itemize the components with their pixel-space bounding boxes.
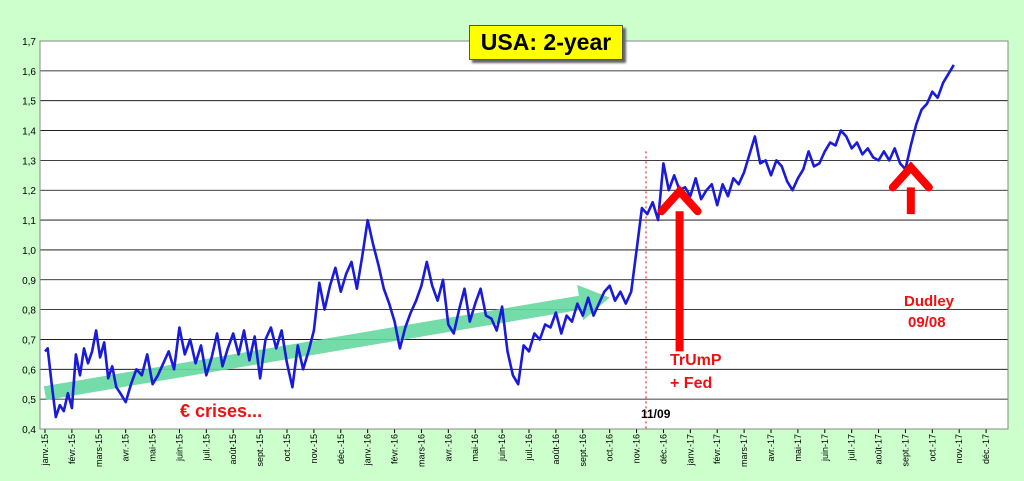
x-tick-label: sept.-17 (900, 434, 910, 467)
x-tick-label: nov.-15 (309, 434, 319, 463)
x-tick-label: juin-16 (497, 434, 507, 462)
x-tick-label: mars-15 (94, 434, 104, 467)
x-tick-label: mars-17 (739, 434, 749, 467)
annotation-election-date: 11/09 (641, 407, 671, 421)
y-tick-label: 1,0 (22, 246, 36, 257)
x-tick-label: juil.-15 (201, 434, 211, 462)
y-axis-ticks: 0,4 0,5 0,6 0,7 0,8 0,9 1,0 1,1 1,2 1,3 1,4 1,5 1,6 1… (22, 37, 36, 436)
x-tick-label: mars-16 (416, 434, 426, 467)
y-tick-label: 0,5 (22, 395, 36, 406)
x-tick-label: févr.-16 (390, 434, 400, 464)
x-tick-label: déc.-15 (336, 434, 346, 464)
x-tick-label: nov.-16 (632, 434, 642, 463)
x-tick-label: oct.-16 (605, 434, 615, 462)
annotation-fed: + Fed (670, 375, 712, 392)
x-tick-label: sept.-15 (255, 434, 265, 467)
y-tick-label: 0,4 (22, 425, 36, 436)
y-tick-label: 1,4 (22, 127, 36, 138)
annotation-dudley: Dudley (904, 293, 955, 310)
x-tick-label: déc.-17 (981, 434, 991, 464)
y-tick-label: 0,6 (22, 365, 36, 376)
y-tick-label: 1,3 (22, 156, 36, 167)
chart-title: USA: 2-year (469, 25, 623, 60)
x-tick-label: févr.-17 (712, 434, 722, 464)
red-arrows (657, 161, 933, 352)
x-tick-label: juin-15 (174, 434, 184, 462)
x-tick-label: nov.-17 (954, 434, 964, 463)
x-tick-label: avr.-17 (766, 434, 776, 462)
x-tick-label: déc.-16 (658, 434, 668, 464)
x-tick-label: oct.-15 (282, 434, 292, 462)
annotation-crises: € crises... (180, 401, 262, 421)
x-tick-label: janv.-16 (363, 434, 373, 466)
x-tick-label: août-17 (874, 434, 884, 465)
x-axis-ticks: janv.-15 févr.-15 mars-15 avr.-15 mai-15 juin… (40, 429, 991, 467)
series-line (44, 64, 955, 419)
y-tick-label: 1,1 (22, 216, 36, 227)
x-tick-label: août-16 (551, 434, 561, 465)
x-tick-label: avr.-15 (121, 434, 131, 462)
x-tick-label: oct.-17 (927, 434, 937, 462)
x-tick-label: juin-17 (820, 434, 830, 462)
x-tick-label: juil.-17 (847, 434, 857, 462)
annotation-dudley-date: 09/08 (908, 314, 946, 331)
x-tick-label: août-15 (228, 434, 238, 465)
x-tick-label: janv.-17 (685, 434, 695, 466)
x-tick-label: juil.-16 (524, 434, 534, 462)
x-tick-label: avr.-16 (443, 434, 453, 462)
x-tick-label: févr.-15 (67, 434, 77, 464)
y-tick-label: 0,7 (22, 335, 36, 346)
x-tick-label: mai-16 (470, 434, 480, 462)
x-tick-label: mai-15 (148, 434, 158, 462)
x-tick-label: mai-17 (793, 434, 803, 462)
y-tick-label: 1,7 (22, 37, 36, 48)
y-tick-label: 0,9 (22, 276, 36, 287)
annotation-trump: TrUmP (670, 352, 722, 369)
series-layer (44, 64, 955, 419)
red-arrow-head (657, 185, 702, 216)
red-arrow-head (888, 161, 933, 192)
y-tick-label: 0,8 (22, 306, 36, 317)
x-tick-label: janv.-15 (40, 434, 50, 466)
y-tick-label: 1,2 (22, 186, 36, 197)
x-tick-label: sept.-16 (578, 434, 588, 467)
y-tick-label: 1,5 (22, 97, 36, 108)
y-tick-label: 1,6 (22, 67, 36, 78)
